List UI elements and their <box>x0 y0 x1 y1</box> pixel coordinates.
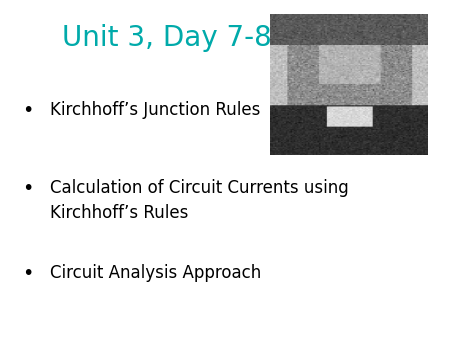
Text: Kirchhoff’s Junction Rules: Kirchhoff’s Junction Rules <box>50 101 260 119</box>
Text: Unit 3, Day 7-8: Unit 3, Day 7-8 <box>62 24 271 52</box>
Text: •: • <box>22 101 34 120</box>
Text: •: • <box>22 179 34 198</box>
Text: Circuit Analysis Approach: Circuit Analysis Approach <box>50 264 261 282</box>
Text: •: • <box>22 264 34 283</box>
Text: Calculation of Circuit Currents using
Kirchhoff’s Rules: Calculation of Circuit Currents using Ki… <box>50 179 348 222</box>
